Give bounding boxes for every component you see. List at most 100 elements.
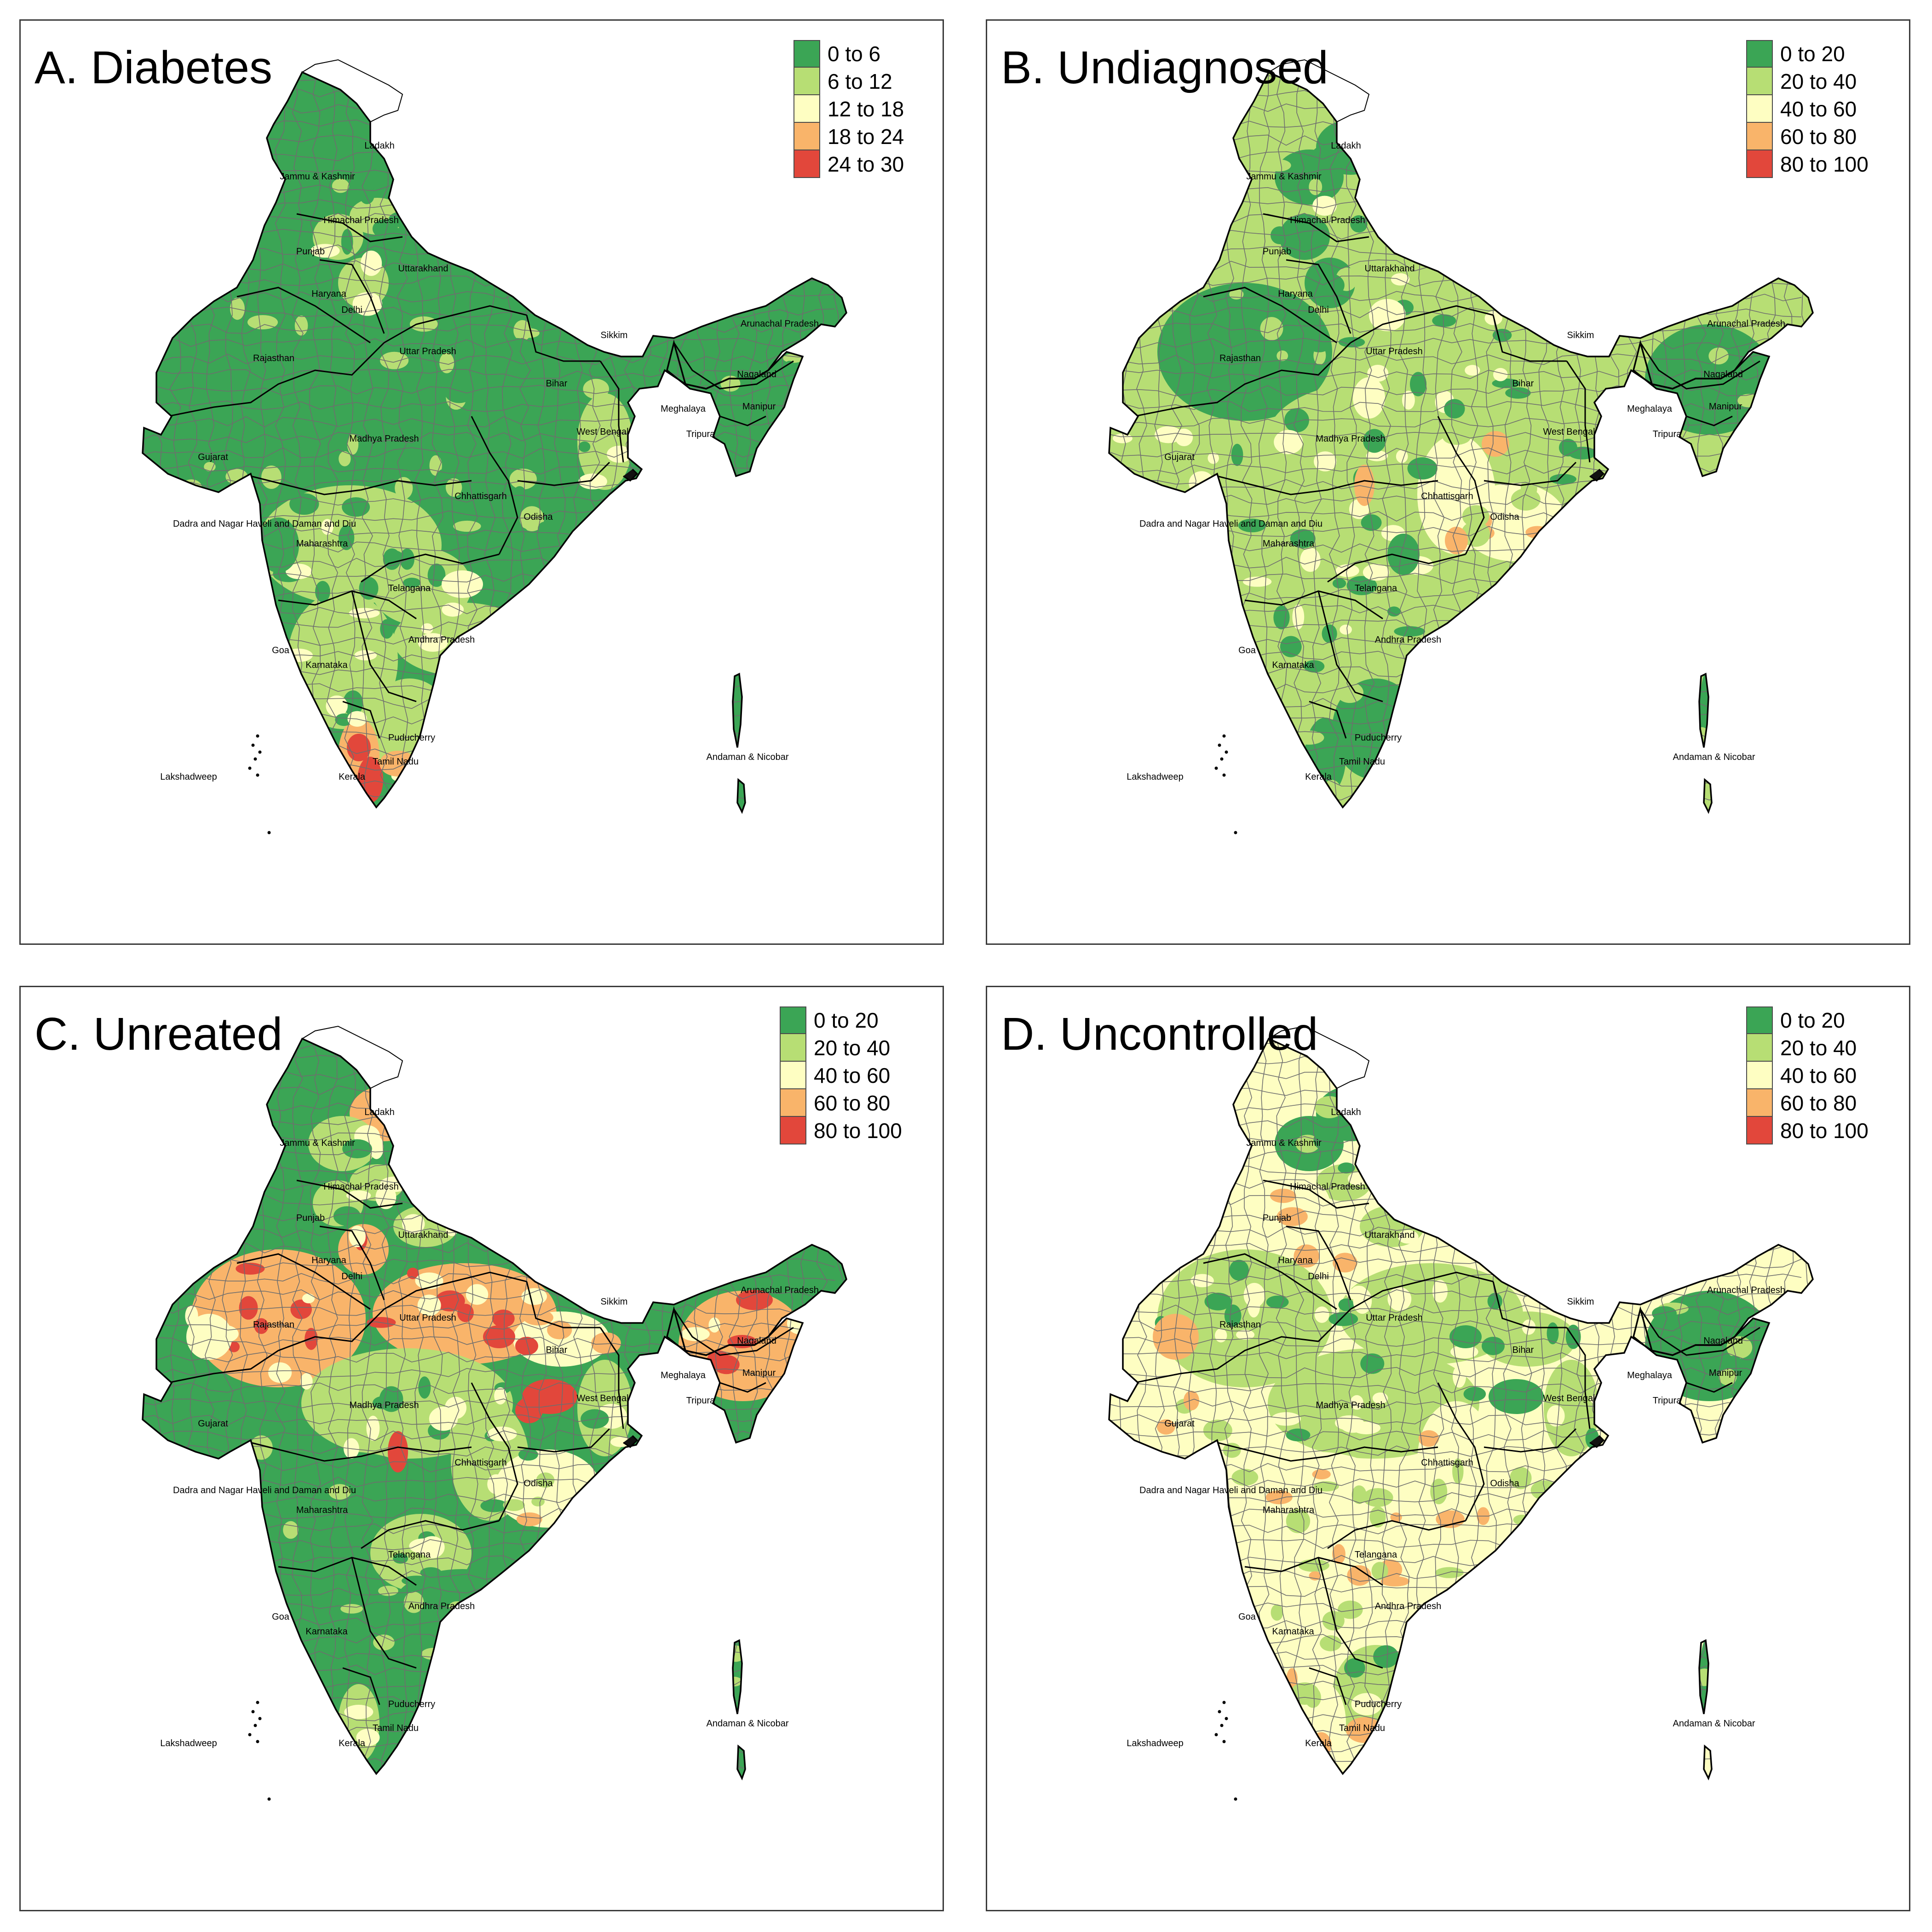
island-dot: [256, 773, 259, 777]
legend-label: 6 to 12: [828, 69, 892, 93]
legend-swatch: [1746, 1006, 1773, 1034]
district-patch: [1273, 605, 1290, 630]
state-label: Goa: [272, 1612, 290, 1622]
patch-telangana-north: [1387, 534, 1420, 575]
island-dot: [258, 750, 262, 754]
district-patch: [327, 1575, 344, 1600]
district-patch: [1436, 1510, 1465, 1528]
legend-item: 60 to 80: [1746, 1089, 1869, 1117]
district-patch: [512, 486, 528, 511]
district-patch: [1391, 273, 1410, 286]
state-label: Karnataka: [305, 1627, 348, 1637]
state-label: Dadra and Nagar Haveli and Daman and Diu: [173, 519, 356, 529]
state-label: West Bengal: [1543, 427, 1595, 437]
district-patch: [453, 520, 481, 532]
state-label: Gujarat: [198, 1419, 228, 1429]
district-patch: [1224, 1304, 1242, 1327]
legend-swatch: [794, 150, 820, 178]
district-patch: [1336, 682, 1363, 703]
district-patch: [1274, 430, 1303, 454]
district-patch: [1332, 1544, 1346, 1564]
district-patch: [518, 1448, 538, 1461]
district-patch: [498, 526, 528, 536]
state-label: Odisha: [1490, 512, 1519, 522]
island-dot: [248, 1733, 252, 1736]
district-patch: [1290, 220, 1319, 246]
district-patch: [538, 522, 551, 536]
legend-swatch: [780, 1117, 806, 1144]
district-patch: [783, 361, 796, 374]
state-label: Tamil Nadu: [373, 757, 419, 767]
district-patch: [509, 468, 537, 489]
state-label: Uttar Pradesh: [399, 346, 456, 356]
patch-rajasthan-south: [186, 1314, 232, 1360]
state-label: Rajasthan: [253, 1320, 294, 1330]
sundarbans-coast: [1589, 468, 1605, 482]
district-patch: [466, 1284, 489, 1305]
state-label: Madhya Pradesh: [349, 434, 419, 444]
district-patch: [328, 1484, 351, 1500]
island-dot: [253, 757, 257, 761]
island-dot: [1234, 1797, 1237, 1801]
district-patch: [1197, 372, 1211, 394]
state-label: Ladakh: [364, 141, 395, 151]
region-rajasthan: [191, 1249, 366, 1387]
district-patch: [1183, 1391, 1199, 1411]
state-label: Kerala: [339, 1738, 366, 1748]
district-patch: [487, 1426, 517, 1442]
district-patch: [1340, 624, 1352, 635]
district-patch: [403, 577, 421, 588]
state-label: Jammu & Kashmir: [1246, 172, 1322, 182]
district-patch: [360, 250, 382, 276]
district-patch: [187, 493, 210, 506]
district-patch: [1312, 196, 1337, 216]
state-label: Meghalaya: [1627, 1370, 1673, 1380]
state-label: Andhra Pradesh: [1375, 635, 1442, 645]
district-patch: [439, 352, 454, 374]
district-patch: [1300, 547, 1321, 572]
district-patch: [342, 1139, 372, 1159]
district-patch: [1229, 1259, 1249, 1281]
island-dot: [1220, 757, 1224, 761]
state-label: Lakshadweep: [1127, 1738, 1183, 1748]
legend-label: 20 to 40: [1780, 69, 1857, 93]
legend-item: 80 to 100: [1746, 150, 1869, 178]
district-patch: [239, 1296, 258, 1320]
legend-label: 18 to 24: [828, 125, 904, 149]
state-label: Lakshadweep: [160, 1738, 217, 1748]
legend-swatch: [794, 40, 820, 68]
state-label: Ladakh: [364, 1107, 395, 1117]
district-patch: [526, 358, 548, 376]
district-patch: [378, 1586, 398, 1596]
district-patch: [1322, 1611, 1345, 1631]
state-label: Uttar Pradesh: [1366, 346, 1422, 356]
district-patch: [294, 316, 308, 336]
legend-item: 40 to 60: [780, 1062, 902, 1089]
district-patch: [444, 381, 474, 403]
district-patch: [204, 462, 216, 472]
state-label: Uttarakhand: [1365, 1230, 1415, 1240]
india-outline: [142, 1037, 847, 1775]
district-patch: [359, 577, 379, 600]
district-patch: [1407, 457, 1438, 480]
district-patch: [1238, 518, 1266, 533]
district-patch: [315, 581, 330, 603]
state-borders: [167, 1179, 794, 1705]
region-odisha: [494, 483, 600, 561]
district-patch: [290, 1300, 312, 1319]
india-choropleth-map: Ladakh Jammu & Kashmir Himachal Pradesh Pun…: [142, 1025, 847, 1801]
state-label: Madhya Pradesh: [1316, 1400, 1385, 1410]
state-label: Kerala: [1305, 772, 1332, 782]
state-label: Andaman & Nicobar: [707, 752, 789, 762]
state-label: Dadra and Nagar Haveli and Daman and Diu: [173, 1485, 356, 1495]
district-patch: [346, 1190, 371, 1201]
state-label: Odisha: [523, 1478, 553, 1489]
district-patch: [415, 1272, 443, 1289]
legend: 0 to 20 20 to 40 40 to 60 60 to 80 80 to 100: [780, 1006, 902, 1144]
district-patch: [1338, 1298, 1354, 1311]
state-borders: [1134, 1179, 1760, 1705]
map-panel-undiagnosed: Ladakh Jammu & Kashmir Himachal Pradesh Pun…: [986, 19, 1910, 945]
district-patch: [1408, 251, 1433, 261]
district-patch: [1215, 1328, 1227, 1343]
district-patch: [160, 482, 179, 503]
